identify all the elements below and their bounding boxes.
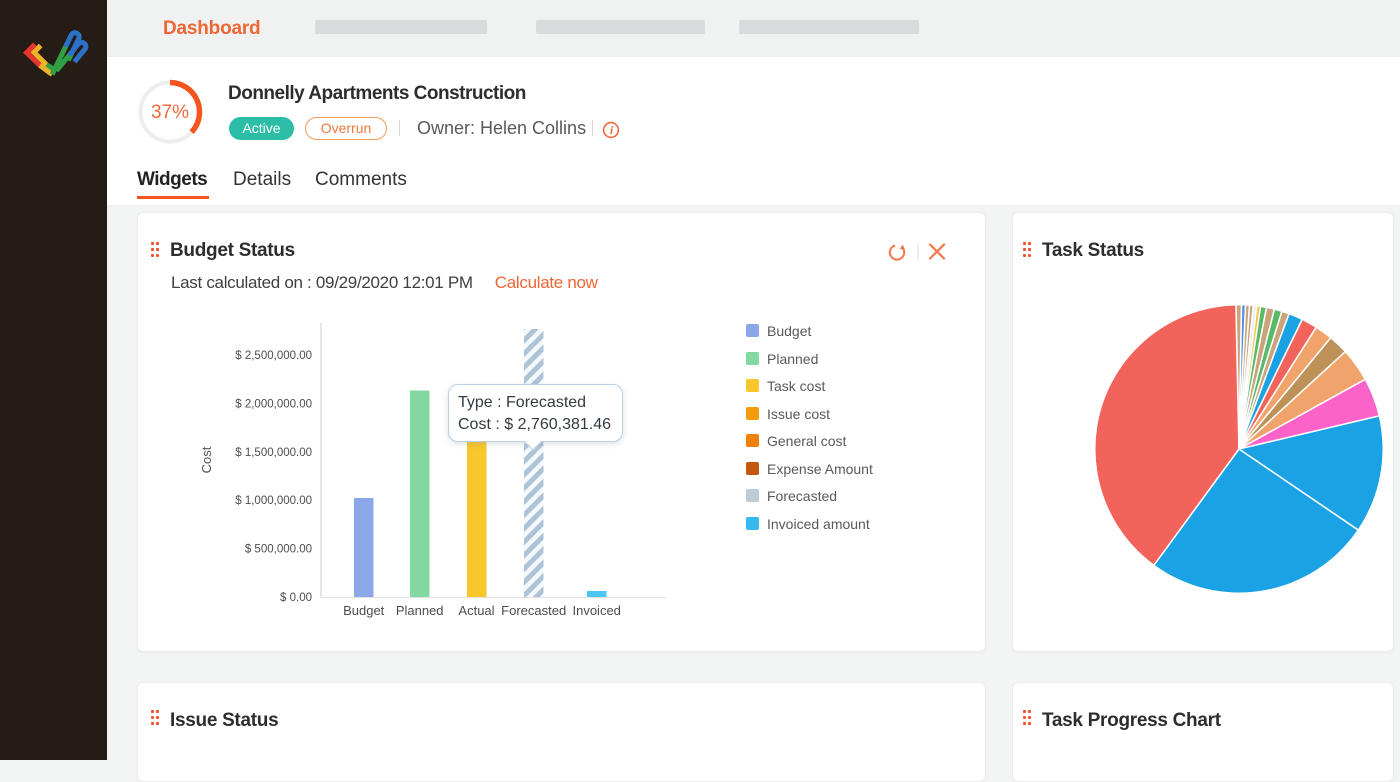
svg-text:$ 1,000,000.00: $ 1,000,000.00 [235,495,312,507]
svg-text:$ 2,500,000.00: $ 2,500,000.00 [235,350,312,362]
svg-text:Forecasted: Forecasted [501,603,566,618]
svg-text:$ 2,000,000.00: $ 2,000,000.00 [235,398,312,410]
svg-text:37%: 37% [151,102,189,123]
svg-text:Budget: Budget [343,603,385,618]
svg-text:Actual: Actual [458,603,494,618]
svg-text:Planned: Planned [396,603,444,618]
svg-text:$ 500,000.00: $ 500,000.00 [245,544,312,556]
svg-text:$ 1,500,000.00: $ 1,500,000.00 [235,447,312,459]
svg-text:i: i [610,123,614,137]
svg-text:Cost: Cost [199,446,214,473]
svg-text:$ 0.00: $ 0.00 [280,592,312,604]
svg-text:Invoiced: Invoiced [572,603,620,618]
